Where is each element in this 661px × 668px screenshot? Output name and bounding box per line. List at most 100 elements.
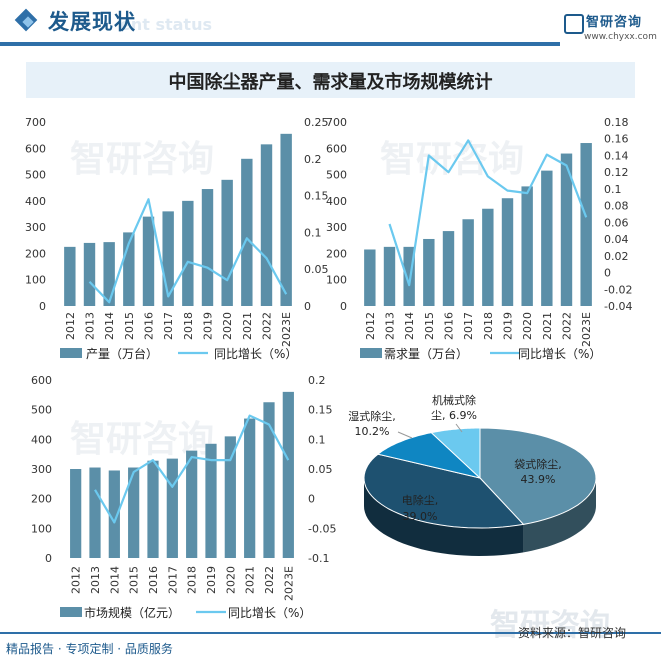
pie-slice	[376, 432, 482, 479]
legend-label: 同比增长（%）	[518, 347, 601, 361]
x-tick-label: 2015	[123, 312, 136, 340]
pie-leader-line	[455, 423, 463, 433]
bar	[280, 133, 292, 306]
pie-label: 湿式除尘,	[348, 409, 396, 423]
pie-slice	[479, 427, 597, 525]
y-tick-label: 600	[31, 374, 52, 387]
pie-label: 机械式除	[432, 393, 476, 407]
x-tick-label: 2014	[108, 566, 121, 594]
watermark-text: 智研咨询	[490, 608, 610, 643]
pie-label: 袋式除尘,	[514, 457, 562, 471]
legend-label: 同比增长（%）	[228, 606, 311, 620]
x-tick-label: 2022	[261, 312, 274, 340]
x-tick-label: 2014	[403, 312, 416, 340]
y-tick-label: 400	[25, 195, 46, 208]
growth-line	[94, 414, 290, 524]
x-tick-label: 2012	[364, 312, 377, 340]
x-tick-label: 2017	[166, 566, 179, 594]
bar	[83, 242, 96, 306]
x-tick-label: 2019	[205, 566, 218, 594]
x-tick-label: 2022	[263, 566, 276, 594]
pie-label: 尘, 6.9%	[431, 409, 477, 422]
x-tick-label: 2017	[162, 312, 175, 340]
y-tick-label: 100	[31, 522, 52, 535]
legend-label: 同比增长（%）	[214, 347, 297, 361]
x-tick-label: 2018	[186, 566, 199, 594]
y-tick-label: 100	[25, 274, 46, 287]
combo-chart-2: 0 100 200 300 400 500 600 700 -0.04 -0.02 0 0.02 0.0…	[326, 116, 632, 361]
x-tick-label: 2013	[84, 312, 97, 340]
x-tick-label: 2020	[221, 312, 234, 340]
x-tick-label: 2012	[70, 566, 83, 594]
bar	[123, 232, 135, 306]
y2-tick-label: 0	[308, 493, 315, 506]
bar	[186, 450, 198, 558]
legend-label: 产量（万台）	[86, 346, 158, 361]
bar	[501, 198, 514, 306]
x-tick-label: 2016	[143, 312, 156, 340]
bar	[462, 219, 474, 306]
y-tick-label: 300	[326, 221, 347, 234]
watermark-text: 智研咨询	[70, 139, 215, 180]
x-tick-label: 2023E	[282, 566, 295, 601]
pie-slice	[363, 453, 525, 529]
y-tick-label: 500	[326, 169, 347, 182]
y2-tick-label: 0.14	[604, 149, 629, 162]
y2-tick-label: -0.1	[308, 552, 329, 565]
x-tick-label: 2020	[224, 566, 237, 594]
x-tick-label: 2017	[462, 312, 475, 340]
x-tick-label: 2023E	[280, 312, 293, 347]
legend-bar-swatch	[360, 348, 382, 358]
bar	[403, 246, 415, 306]
bar	[482, 208, 494, 306]
bar	[142, 216, 155, 306]
bar	[162, 211, 174, 306]
bar	[166, 458, 178, 558]
growth-line	[88, 198, 288, 304]
y-tick-label: 200	[25, 247, 46, 260]
x-tick-label: 2022	[561, 312, 574, 340]
combo-chart-3: 0 100 200 300 400 500 600 -0.1 -0.05 0 0.05 0.1 0.15…	[31, 374, 336, 620]
x-tick-label: 2019	[502, 312, 515, 340]
x-tick-label: 2015	[128, 566, 141, 594]
bar	[108, 470, 120, 558]
combo-chart-1: 0 100 200 300 400 500 600 700 0 0.05 0.1 0.15 0.2 0.2…	[25, 116, 329, 361]
y-tick-label: 300	[25, 221, 46, 234]
y-tick-label: 200	[31, 493, 52, 506]
bar	[442, 231, 455, 306]
y2-tick-label: 0.06	[604, 216, 629, 229]
pie-slice	[430, 427, 481, 480]
y2-tick-label: 0.1	[304, 226, 322, 239]
footer-slogan: 精品报告 · 专项定制 · 品质服务	[6, 642, 173, 656]
bar	[244, 418, 256, 558]
page-header: ent status 发展现状 智研咨询 www.chyxx.com	[0, 0, 661, 48]
x-tick-label: 2019	[202, 312, 215, 340]
y2-tick-label: 0.15	[304, 190, 329, 203]
y2-tick-label: 0.1	[604, 183, 622, 196]
bar	[560, 153, 573, 306]
bar	[128, 467, 140, 558]
y-tick-label: 200	[326, 247, 347, 260]
x-tick-label: 2014	[103, 312, 116, 340]
y2-tick-label: 0.18	[604, 116, 629, 129]
bar	[205, 443, 217, 558]
pie-leader-line	[397, 431, 413, 439]
legend-label: 市场规模（亿元）	[84, 605, 180, 620]
main-title: 中国除尘器产量、需求量及市场规模统计	[168, 72, 493, 93]
footer-divider	[0, 632, 661, 634]
y-tick-label: 700	[25, 116, 46, 129]
x-tick-label: 2023E	[580, 312, 593, 347]
bar	[147, 460, 159, 558]
bar	[521, 186, 533, 306]
y2-tick-label: 0.2	[304, 153, 322, 166]
legend-bar-swatch	[60, 607, 82, 617]
legend-label: 需求量（万台）	[384, 346, 468, 361]
y-tick-label: 500	[31, 404, 52, 417]
legend-bar-swatch	[60, 348, 82, 358]
y2-tick-label: -0.02	[604, 283, 632, 296]
bar	[263, 402, 275, 558]
y-tick-label: 700	[326, 116, 347, 129]
brand-logo-icon	[564, 14, 584, 34]
